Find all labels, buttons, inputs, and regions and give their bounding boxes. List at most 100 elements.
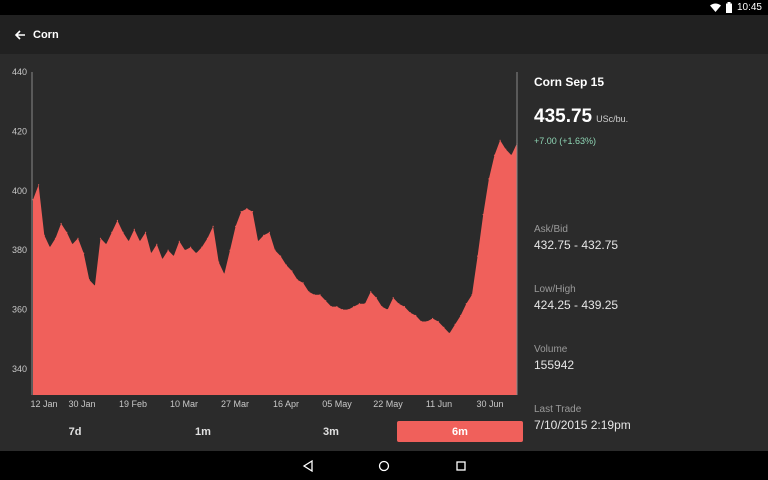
price-point: [499, 139, 501, 141]
tab-7d[interactable]: 7d: [68, 425, 82, 438]
price-point: [308, 291, 310, 293]
price-point: [443, 326, 445, 328]
price-point: [409, 312, 411, 314]
price-point: [319, 294, 321, 296]
status-time: 10:45: [736, 2, 762, 13]
price-point: [190, 246, 192, 248]
tab-1m[interactable]: 1m: [195, 425, 211, 438]
price-point: [150, 252, 152, 254]
price-point: [493, 154, 496, 156]
price-point: [257, 240, 259, 242]
price-point: [212, 225, 214, 227]
price-point: [296, 279, 299, 281]
price-point: [178, 240, 180, 242]
x-tick-label: 19 Feb: [119, 399, 147, 409]
x-tick-label: 22 May: [373, 399, 403, 409]
price-point: [122, 231, 124, 233]
price-point: [71, 243, 73, 245]
price-point: [398, 303, 400, 305]
price-point: [471, 294, 473, 296]
tab-3m[interactable]: 3m: [323, 425, 339, 438]
back-button[interactable]: [2, 15, 38, 54]
nav-bar: [0, 451, 768, 480]
chart-svg: 340 360 380 400 420 440 12 Jan 30 Jan 19 Feb 10 M…: [12, 67, 518, 409]
price-point: [280, 255, 282, 257]
price-chart[interactable]: 340 360 380 400 420 440 12 Jan 30 Jan 19 Feb 10 M…: [0, 54, 525, 414]
range-tabs: 7d 1m 3m 6m: [12, 421, 526, 442]
status-icons: 10:45: [709, 1, 762, 14]
ask-bid-value: 432.75 - 432.75: [534, 238, 619, 252]
price-point: [38, 184, 40, 186]
battery-icon: [725, 2, 732, 13]
price-point: [145, 231, 147, 233]
price-row: 435.75 USc/bu.: [534, 106, 628, 128]
price-point: [229, 249, 231, 251]
price-point: [336, 306, 338, 308]
tab-6m[interactable]: 6m: [397, 421, 523, 442]
app-bar: Corn: [0, 15, 768, 54]
price-point: [66, 231, 68, 233]
price-point: [111, 231, 113, 233]
price-point: [437, 320, 439, 323]
info-panel: Corn Sep 15 435.75 USc/bu. +7.00 (+1.63%…: [534, 54, 764, 434]
price-point: [505, 148, 507, 150]
wifi-icon: [709, 3, 721, 12]
price-point: [173, 255, 175, 257]
price-point: [133, 228, 135, 230]
price-point: [32, 199, 34, 201]
last-trade-value: 7/10/2015 2:19pm: [534, 418, 631, 432]
price-point: [167, 249, 169, 251]
app-title: Corn: [33, 28, 59, 41]
price-point: [88, 279, 90, 281]
price-point: [139, 240, 141, 242]
price-point: [465, 303, 467, 305]
y-tick-label: 380: [12, 245, 27, 255]
price-point: [161, 258, 163, 260]
nav-recents-button[interactable]: [441, 451, 481, 480]
volume-value: 155942: [534, 358, 575, 372]
low-high-label: Low/High: [534, 284, 576, 295]
low-high-value: 424.25 - 439.25: [534, 298, 619, 312]
price-point: [347, 309, 349, 311]
price-point: [274, 249, 276, 251]
price-point: [128, 240, 130, 242]
price-point: [49, 246, 51, 248]
price-point: [364, 303, 366, 305]
price-point: [454, 323, 456, 325]
home-circle-icon: [378, 460, 390, 471]
price-point: [83, 252, 85, 254]
recents-square-icon: [456, 460, 466, 471]
price-point: [268, 231, 270, 233]
price-point: [60, 222, 62, 225]
price-area-series: [33, 140, 517, 395]
price-point: [263, 234, 265, 236]
y-tick-label: 420: [12, 126, 27, 136]
price-point: [330, 306, 332, 308]
price-point: [415, 314, 417, 317]
price-point: [184, 249, 186, 251]
price-point: [43, 234, 45, 236]
x-tick-label: 30 Jun: [476, 399, 503, 409]
price-point: [488, 178, 490, 180]
x-tick-label: 05 May: [322, 399, 352, 409]
price-point: [370, 291, 372, 293]
price-point: [235, 225, 237, 227]
nav-home-button[interactable]: [364, 451, 404, 480]
x-tick-label: 16 Apr: [273, 399, 299, 409]
price-point: [285, 264, 287, 266]
price-point: [477, 255, 479, 257]
current-price: 435.75: [534, 106, 593, 127]
price-point: [403, 306, 405, 308]
price-point: [156, 243, 158, 245]
price-point: [94, 285, 96, 287]
price-point: [510, 154, 512, 156]
price-point: [392, 297, 394, 299]
price-point: [105, 243, 107, 245]
ask-bid-label: Ask/Bid: [534, 224, 568, 235]
price-point: [206, 237, 209, 239]
price-point: [99, 237, 102, 239]
price-point: [482, 214, 484, 216]
price-point: [325, 300, 327, 302]
nav-back-button[interactable]: [288, 451, 328, 480]
x-tick-label: 11 Jun: [426, 399, 452, 409]
